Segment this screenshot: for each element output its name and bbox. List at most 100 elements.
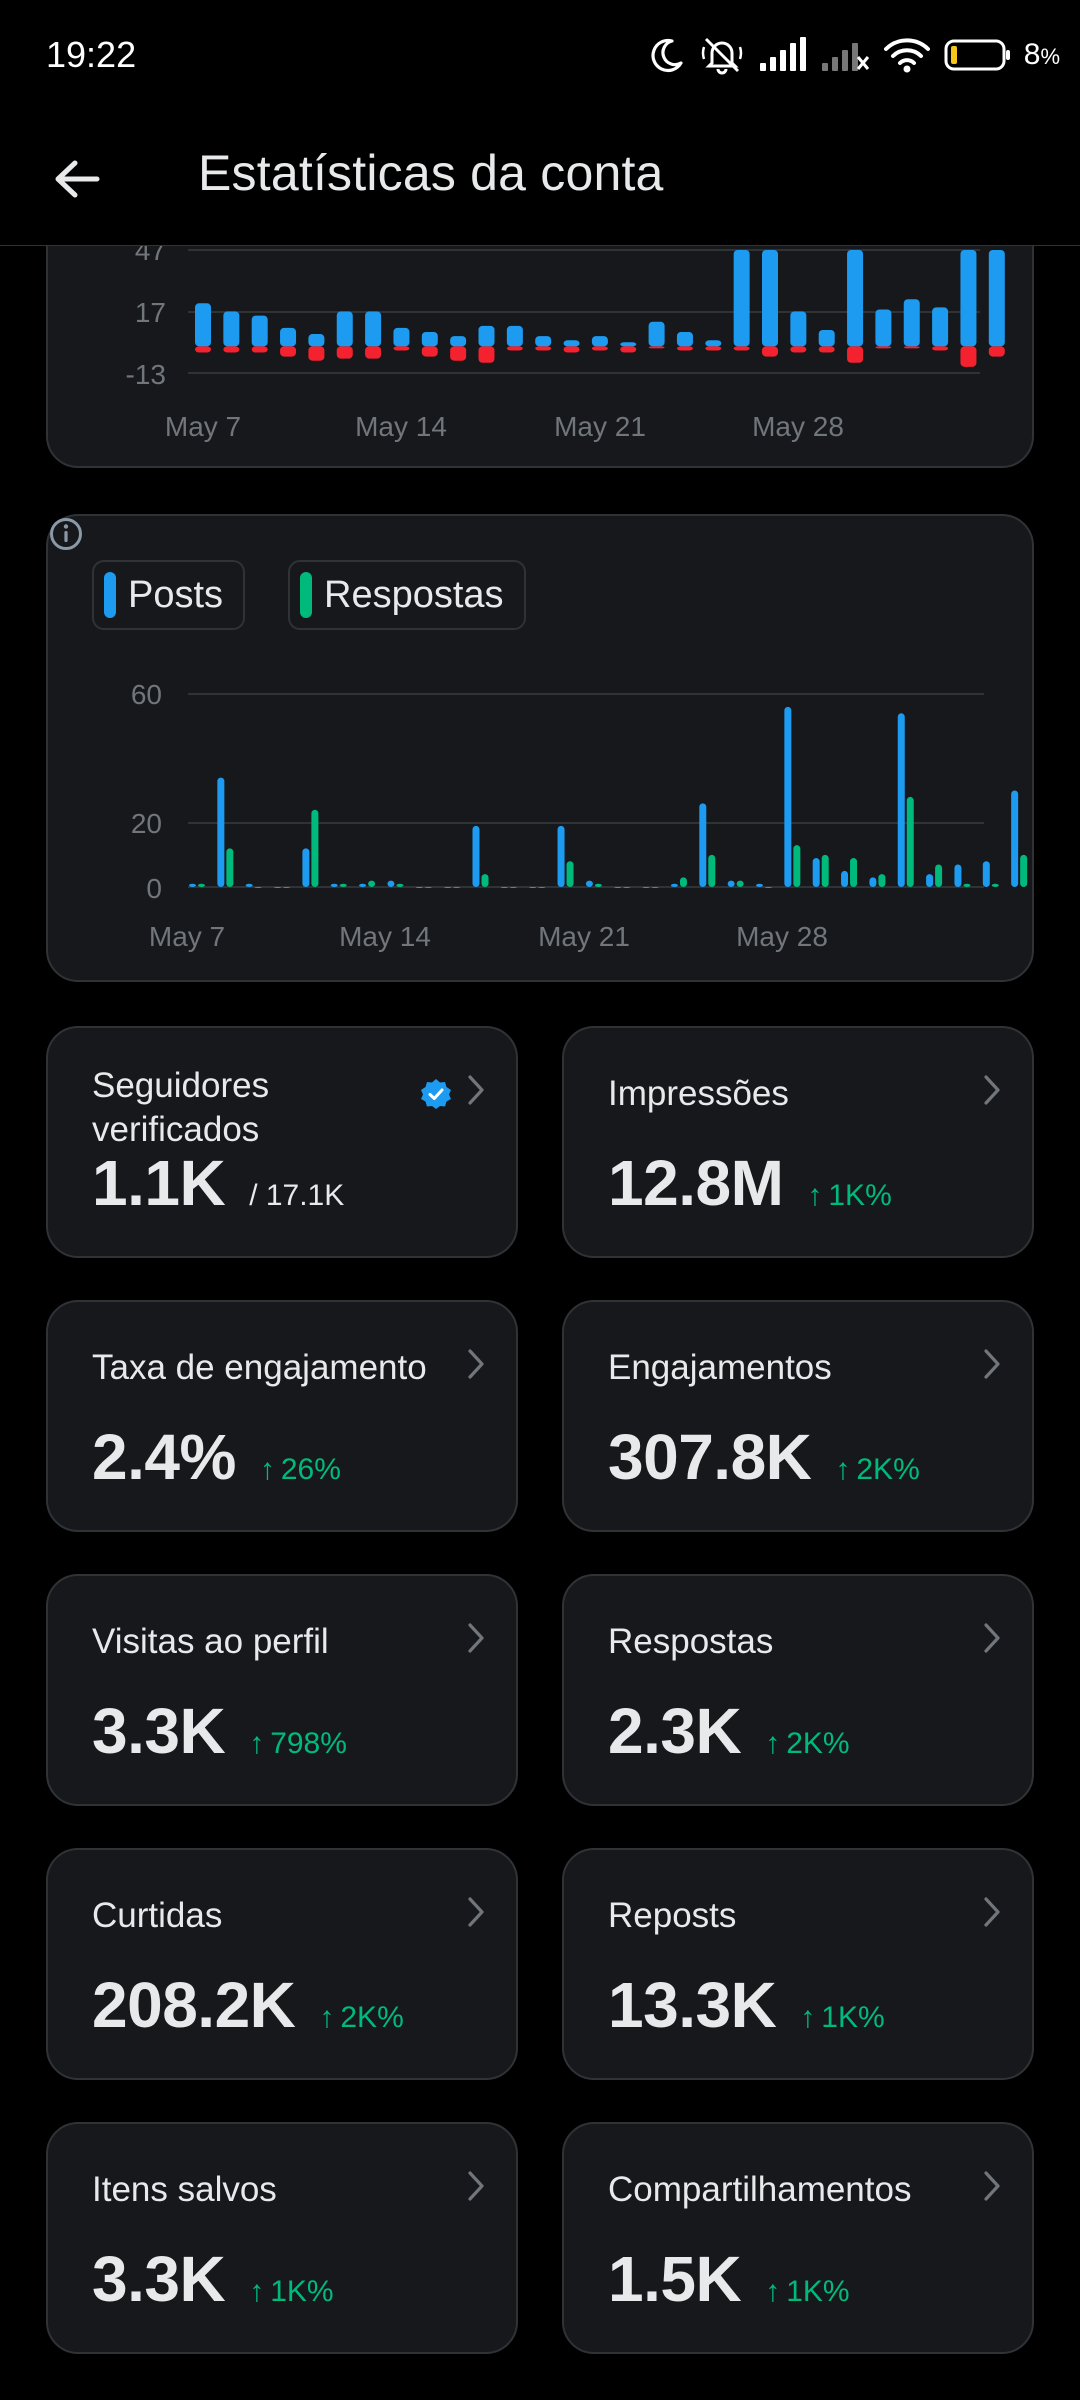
stat-label: Itens salvos [92,2170,277,2209]
posts-bar [302,848,310,887]
followers-gained-bar [705,340,722,347]
replies-bar [453,887,461,888]
y-tick-label: 60 [131,679,162,710]
stat-card-engagement-rate[interactable]: Taxa de engajamento 2.4% ↑ 26% [46,1300,518,1532]
followers-lost-bar [563,346,580,353]
status-bar: 19:22 [0,0,1080,116]
replies-bar [906,796,914,887]
chevron-right-icon [468,2171,484,2201]
replies-bar [424,887,432,888]
stat-label: Respostas [608,1622,774,1661]
followers-lost-bar [705,346,722,351]
followers-lost-bar [591,346,608,351]
x-tick-label: May 7 [149,921,225,952]
stat-value: 307.8K [608,1421,812,1493]
followers-gained-bar [875,309,892,347]
legend-swatch-replies [300,572,312,618]
followers-gained-bar [336,311,353,347]
up-arrow-icon: ↑ [259,1453,275,1486]
stat-value-row: 1.5K ↑ 1K% [608,2242,850,2316]
replies-bar [991,883,999,887]
mute-icon [701,37,742,75]
followers-lost-bar [818,346,835,353]
stat-change: ↑ 2K% [835,1453,920,1486]
replies-bar [283,887,291,888]
followers-lost-bar [847,346,864,363]
followers-lost-bar [365,346,382,359]
followers-lost-bar [280,346,297,357]
replies-bar [651,887,659,888]
x-tick-label: May 14 [355,411,447,442]
back-button[interactable] [44,146,110,212]
verified-badge-icon [421,1079,451,1109]
followers-lost-bar [903,346,920,349]
posts-bar [756,883,763,887]
chevron-right-icon [468,1897,484,1927]
followers-chart-card: 47 17 -13 May 7 May 14 May 21 May 28 [46,246,1034,468]
stat-card-verified-followers[interactable]: Seguidores verificados 1.1K / 17.1K [46,1026,518,1258]
stat-label: Engajamentos [608,1348,832,1387]
chevron-right-icon [984,1623,1000,1653]
stat-value: 2.3K [608,1695,742,1767]
followers-gained-bar [478,325,495,347]
posts-bar [415,887,423,888]
signal-no-service-icon [821,43,869,71]
posts-bar [189,883,196,887]
followers-gained-bar [847,250,864,347]
up-arrow-icon: ↑ [249,1727,265,1760]
replies-bar [396,883,404,887]
chevron-right-icon [984,2171,1000,2201]
stat-value: 3.3K [92,2243,226,2315]
stat-card-bookmarks[interactable]: Itens salvos 3.3K ↑ 1K% [46,2122,518,2354]
legend-replies[interactable]: Respostas [288,560,526,630]
followers-gained-bar [506,325,523,347]
up-arrow-icon: ↑ [835,1453,851,1486]
posts-bar [727,880,735,887]
battery-icon [944,39,1010,71]
stat-card-profile-visits[interactable]: Visitas ao perfil 3.3K ↑ 798% [46,1574,518,1806]
replies-bar [566,861,574,887]
followers-lost-bar [932,346,949,351]
stat-card-impressions[interactable]: Impressões 12.8M ↑ 1K% [562,1026,1034,1258]
posts-bar [245,883,253,887]
stat-subvalue: / 17.1K [249,1179,345,1212]
followers-lost-bar [733,346,750,351]
posts-bar [926,874,934,887]
stat-value-row: 12.8M ↑ 1K% [608,1146,892,1220]
stat-value: 208.2K [92,1969,296,2041]
followers-gained-bar [280,327,297,347]
stat-value: 12.8M [608,1147,784,1219]
stat-card-shares[interactable]: Compartilhamentos 1.5K ↑ 1K% [562,2122,1034,2354]
stat-value-row: 1.1K / 17.1K [92,1146,344,1220]
posts-bar [500,887,508,888]
posts-replies-chart-card: 60 20 0 May 7 May 14 May 21 May 28 Posts… [46,514,1034,982]
followers-lost-bar [251,346,268,353]
info-icon[interactable] [48,516,84,552]
arrow-left-icon [55,160,100,198]
stat-change: ↑ 2K% [765,1727,850,1760]
stat-value-row: 208.2K ↑ 2K% [92,1968,404,2042]
stat-label: Reposts [608,1896,737,1935]
stat-label: Visitas ao perfil [92,1622,329,1661]
followers-gained-bar [733,250,750,347]
followers-gained-bar [790,311,807,347]
followers-gained-bar [591,336,608,347]
replies-bar [736,880,744,887]
followers-lost-bar [478,346,495,363]
legend-posts[interactable]: Posts [92,560,246,630]
stat-card-replies[interactable]: Respostas 2.3K ↑ 2K% [562,1574,1034,1806]
battery-percent: 8% [1023,38,1060,71]
stat-card-engagements[interactable]: Engajamentos 307.8K ↑ 2K% [562,1300,1034,1532]
stats-content[interactable]: 47 17 -13 May 7 May 14 May 21 May 28 60 … [0,246,1080,2400]
x-tick-label: May 21 [538,921,630,952]
followers-lost-bar [676,346,693,351]
replies-bar [311,809,319,887]
chevron-right-icon [468,1349,484,1379]
followers-gained-bar [308,334,325,347]
stat-label: Compartilhamentos [608,2170,912,2209]
y-tick-label: 47 [135,246,166,266]
stat-card-likes[interactable]: Curtidas 208.2K ↑ 2K% [46,1848,518,2080]
stat-card-reposts[interactable]: Reposts 13.3K ↑ 1K% [562,1848,1034,2080]
stat-value: 2.4% [92,1421,236,1493]
replies-bar [368,880,376,887]
